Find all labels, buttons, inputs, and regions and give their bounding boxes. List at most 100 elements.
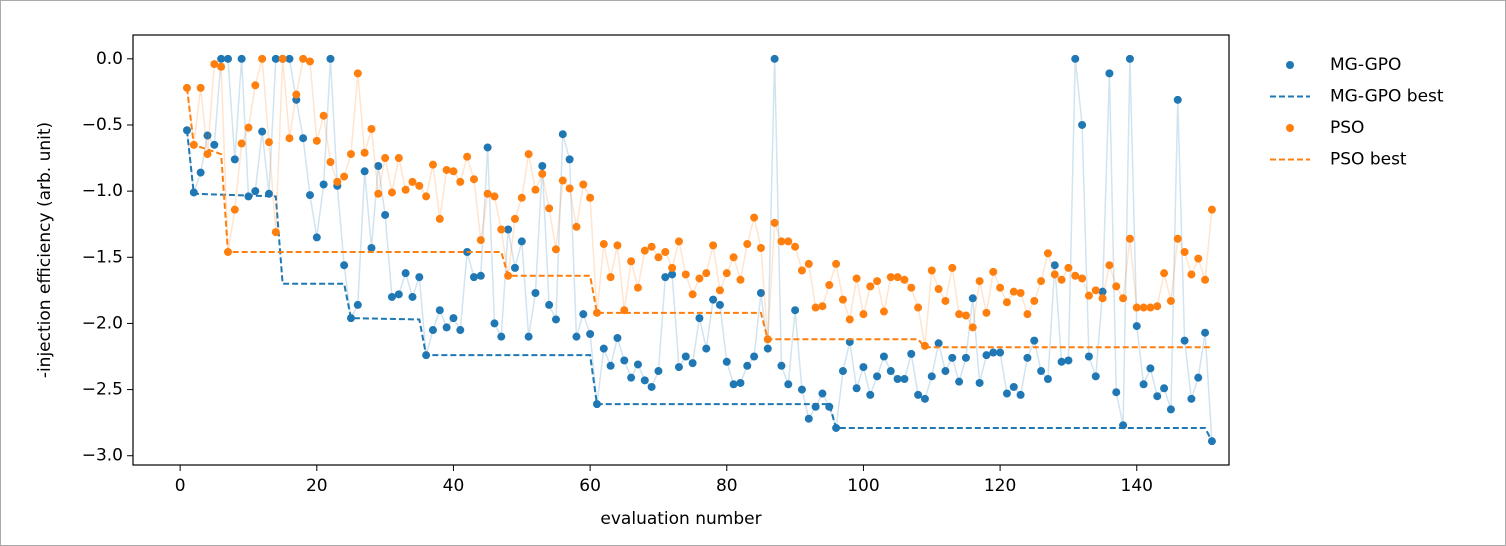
point (504, 225, 513, 234)
point (914, 390, 923, 399)
point (374, 189, 383, 198)
point (750, 352, 759, 361)
point (442, 165, 451, 174)
point (558, 130, 567, 139)
point (620, 356, 629, 365)
y-tick-label: −2.0 (82, 313, 123, 333)
point (326, 158, 335, 167)
point (893, 375, 902, 383)
point (627, 257, 636, 266)
point (900, 275, 909, 284)
x-tick-label: 140 (1121, 476, 1153, 496)
point (681, 352, 690, 361)
point (1201, 328, 1210, 337)
point (1112, 282, 1121, 291)
best-line (185, 130, 1213, 442)
point (558, 176, 567, 185)
point (442, 323, 451, 332)
point (955, 310, 964, 319)
point (1050, 261, 1059, 270)
point (859, 310, 868, 319)
point (654, 367, 663, 376)
point (230, 155, 239, 164)
point (408, 177, 417, 186)
y-tick-label: 0.0 (96, 49, 123, 69)
point (654, 253, 663, 262)
point (907, 349, 916, 358)
x-tick-label: 80 (716, 476, 738, 496)
point (743, 361, 752, 370)
point (668, 270, 677, 279)
point (1119, 294, 1128, 303)
point (490, 319, 499, 328)
point (367, 124, 376, 133)
point (1153, 302, 1162, 311)
point (695, 274, 704, 283)
point (299, 54, 308, 63)
point (524, 150, 533, 159)
point (640, 246, 649, 255)
point (1166, 296, 1175, 305)
point (285, 134, 294, 143)
point (1037, 367, 1046, 376)
point (346, 150, 355, 159)
point (955, 377, 964, 386)
point (893, 273, 902, 282)
point (1160, 269, 1169, 278)
point (210, 60, 219, 69)
point (319, 111, 328, 120)
point (1002, 389, 1011, 398)
point (210, 140, 219, 149)
point (674, 363, 683, 372)
point (230, 205, 239, 214)
point (1105, 69, 1114, 78)
point (1146, 303, 1155, 312)
x-tick-label: 40 (443, 476, 465, 496)
point (873, 277, 882, 286)
point (681, 270, 690, 279)
point (572, 222, 581, 231)
point (797, 266, 806, 275)
point (394, 290, 403, 299)
point (1002, 298, 1011, 307)
point (1194, 254, 1203, 263)
x-axis-label: evaluation number (600, 509, 761, 529)
point (695, 314, 704, 323)
point (551, 315, 560, 324)
point (387, 292, 396, 301)
point (312, 233, 321, 242)
point (592, 308, 601, 317)
point (572, 332, 581, 341)
point (312, 136, 321, 145)
point (661, 273, 670, 282)
x-tick-label: 20 (306, 476, 328, 496)
x-tick-label: 60 (579, 476, 601, 496)
point (852, 384, 861, 393)
point (613, 241, 622, 250)
point (989, 267, 998, 276)
point (1071, 271, 1080, 280)
point (996, 348, 1005, 357)
point (633, 360, 642, 369)
point (674, 237, 683, 246)
legend-label: PSO (1330, 118, 1364, 138)
point (715, 300, 724, 309)
point (948, 263, 957, 272)
point (415, 181, 424, 190)
point (1057, 275, 1066, 284)
point (873, 372, 882, 381)
point (497, 332, 506, 341)
point (401, 185, 410, 194)
point (1071, 54, 1080, 63)
point (531, 185, 540, 194)
point (203, 150, 212, 159)
y-tick-label: −3.0 (82, 446, 123, 466)
point (845, 315, 854, 324)
point (387, 188, 396, 197)
point (510, 263, 519, 272)
point (1132, 322, 1141, 331)
point (217, 62, 226, 71)
point (879, 307, 888, 316)
point (702, 269, 711, 278)
